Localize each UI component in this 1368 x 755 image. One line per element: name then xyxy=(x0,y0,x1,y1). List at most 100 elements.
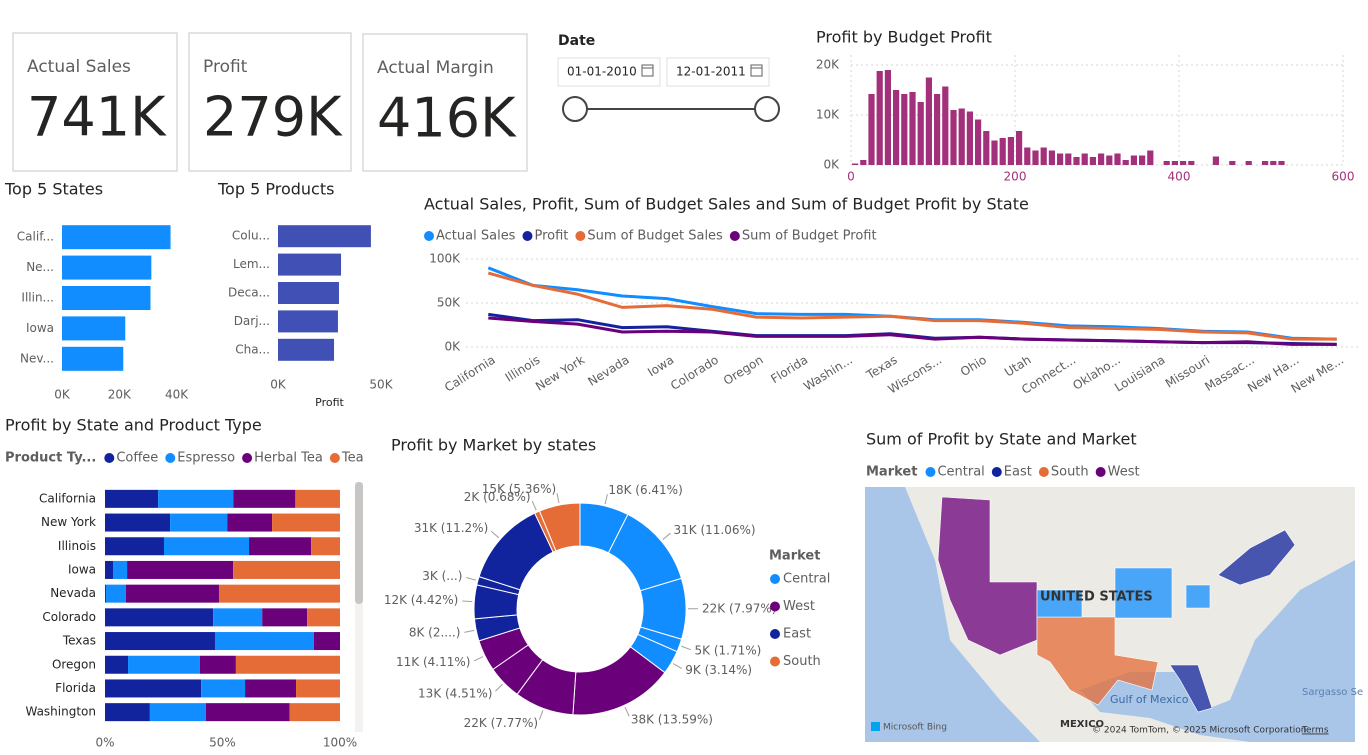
slider-handle[interactable] xyxy=(754,96,780,122)
map-region xyxy=(1185,584,1211,609)
chart-title: Actual Sales, Profit, Sum of Budget Sale… xyxy=(424,195,1029,214)
x-tick-label: 400 xyxy=(1168,170,1191,184)
y-tick-label: Illin... xyxy=(21,291,54,305)
y-tick-label: Colu... xyxy=(232,229,270,243)
legend-label: Central xyxy=(937,465,984,480)
bar-segment xyxy=(128,655,200,674)
leader-line xyxy=(495,683,503,692)
line-series xyxy=(487,271,1337,341)
legend-label: Profit xyxy=(534,229,568,244)
leader-line xyxy=(556,493,560,504)
slider-handle[interactable] xyxy=(562,96,588,122)
y-tick-label: Lem... xyxy=(233,257,270,271)
histogram-bar xyxy=(1089,157,1096,165)
x-tick-label: 0% xyxy=(95,736,114,750)
histogram-bar xyxy=(1245,161,1252,165)
bar-segment xyxy=(233,560,340,579)
data-label: 5K (1.71%) xyxy=(695,644,762,658)
leader-line xyxy=(662,532,671,540)
bar-segment xyxy=(105,513,171,532)
donut-slice xyxy=(538,502,581,552)
bar xyxy=(62,225,171,250)
data-label: 13K (4.51%) xyxy=(418,687,492,701)
date-input[interactable] xyxy=(557,57,661,87)
map-label: UNITED STATES xyxy=(1040,590,1153,605)
y-tick-label: Florida xyxy=(55,681,96,695)
legend-title: Product Ty... xyxy=(5,451,96,466)
bar-segment xyxy=(307,608,340,627)
y-tick-label: Ne... xyxy=(26,260,54,274)
histogram-bar xyxy=(1270,161,1277,165)
bar xyxy=(278,225,371,248)
chart-title: Top 5 States xyxy=(4,180,103,199)
bar-segment xyxy=(105,679,202,698)
histogram-bar xyxy=(925,77,932,165)
histogram-bar xyxy=(1229,161,1236,165)
histogram-bar xyxy=(909,92,916,165)
kpi-card xyxy=(12,32,178,172)
leader-line xyxy=(681,645,691,651)
bar-segment xyxy=(235,655,340,674)
y-tick-label: Oregon xyxy=(52,657,96,671)
histogram-bar xyxy=(1114,153,1121,165)
date-input[interactable] xyxy=(666,57,770,87)
map-terms[interactable]: Terms xyxy=(1301,726,1329,736)
histogram-bar xyxy=(1180,161,1187,165)
bar-segment xyxy=(127,560,234,579)
legend-marker xyxy=(991,467,1002,477)
legend-label: East xyxy=(1004,465,1032,480)
histogram-bar xyxy=(983,131,990,165)
scrollbar-thumb[interactable] xyxy=(355,482,363,604)
map-region xyxy=(1114,567,1173,619)
histogram-bar xyxy=(901,94,908,165)
leader-line xyxy=(672,663,683,670)
bar-segment xyxy=(105,584,106,603)
map-ocean xyxy=(1080,560,1355,742)
bar-segment xyxy=(227,513,273,532)
leader-line xyxy=(473,656,484,662)
legend-marker xyxy=(1095,467,1106,477)
bar-segment xyxy=(105,703,150,722)
kpi-value: 279K xyxy=(203,86,343,149)
scrollbar-track[interactable] xyxy=(355,482,363,732)
bar-segment xyxy=(214,632,314,651)
data-label: 38K (13.59%) xyxy=(631,712,713,726)
bar-segment xyxy=(149,703,206,722)
data-label: 8K (2....) xyxy=(409,626,461,640)
histogram-bar xyxy=(884,70,891,165)
leader-line xyxy=(466,577,477,581)
bar-segment xyxy=(233,489,296,508)
histogram-bar xyxy=(1278,161,1285,165)
legend-title: Market xyxy=(769,549,820,564)
leader-line xyxy=(531,500,537,511)
x-tick-label: 200 xyxy=(1004,170,1027,184)
bar-segment xyxy=(105,489,159,508)
y-tick-label: Cha... xyxy=(235,342,270,356)
bar-segment xyxy=(105,584,126,603)
calendar-icon xyxy=(750,64,763,77)
legend-label: Sum of Budget Profit xyxy=(742,229,877,244)
histogram-bar xyxy=(1106,155,1113,165)
bar xyxy=(62,255,152,280)
leader-line xyxy=(604,494,608,505)
bar-segment xyxy=(218,584,340,603)
bar-segment xyxy=(213,608,263,627)
date-value: 12-01-2011 xyxy=(676,65,746,79)
data-label: 12K (4.42%) xyxy=(384,593,458,607)
bar-segment xyxy=(295,489,340,508)
bar xyxy=(62,286,151,310)
histogram-bar xyxy=(1188,161,1195,165)
x-tick-label: 40K xyxy=(165,388,189,402)
legend-label: Coffee xyxy=(116,451,158,466)
histogram-bar xyxy=(958,108,965,165)
legend-marker xyxy=(770,656,780,667)
map-region xyxy=(1217,529,1296,586)
legend-label: West xyxy=(783,599,815,614)
bar-segment xyxy=(311,537,340,556)
y-tick-label: Nev... xyxy=(20,351,54,365)
y-tick-label: Calif... xyxy=(17,230,54,244)
histogram-bar xyxy=(1262,161,1269,165)
y-tick-label: Nevada xyxy=(50,586,96,600)
map-region xyxy=(1036,616,1159,706)
x-axis-label: Profit xyxy=(315,396,344,409)
